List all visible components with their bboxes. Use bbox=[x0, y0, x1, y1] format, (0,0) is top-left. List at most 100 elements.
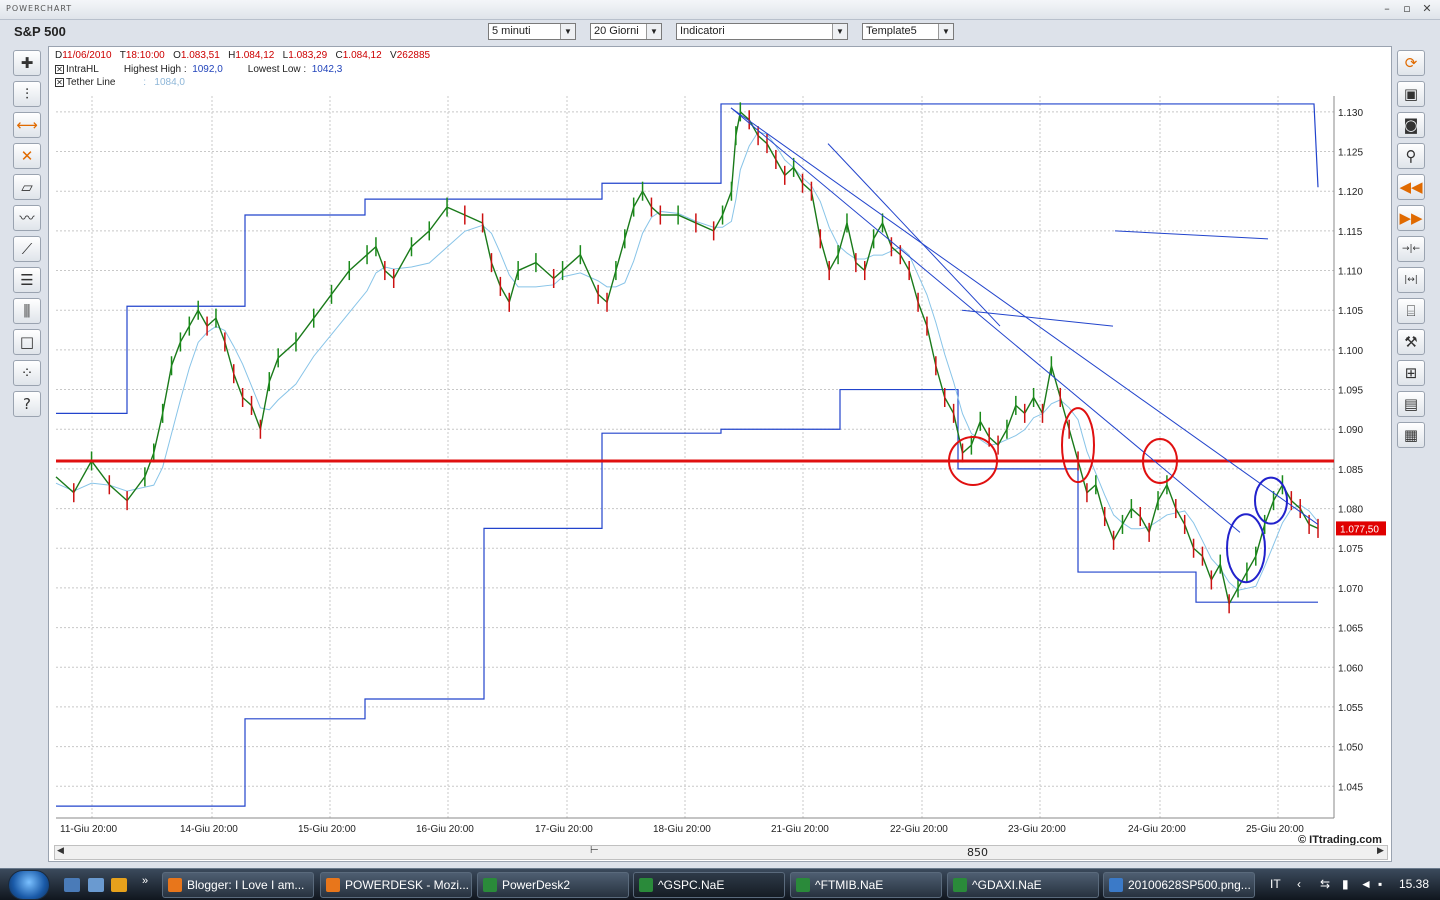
chart-area[interactable]: D11/06/2010 T18:10:00 O1.083,51 H1.084,1… bbox=[48, 46, 1392, 862]
template-select[interactable]: Template5 ▼ bbox=[862, 23, 954, 40]
stairs-icon[interactable]: ⌸ bbox=[1397, 298, 1425, 324]
taskbar-item[interactable]: PowerDesk2 bbox=[477, 872, 629, 898]
app-icon bbox=[326, 878, 340, 892]
taskbar-item-label: POWERDESK - Mozi... bbox=[345, 878, 470, 892]
tether-separator: : bbox=[143, 77, 147, 88]
time-value: 18:10:00 bbox=[125, 50, 165, 61]
date-label: D bbox=[55, 50, 63, 61]
taskbar: » Blogger: I Love I am... POWERDESK - Moz… bbox=[0, 868, 1440, 900]
network-icon[interactable]: ⇆ bbox=[1320, 877, 1331, 891]
media-player-icon[interactable] bbox=[111, 878, 127, 892]
grid-icon[interactable]: ⊞ bbox=[1397, 360, 1425, 386]
zoom-icon[interactable]: ⚲ bbox=[1397, 143, 1425, 169]
app-icon bbox=[168, 878, 182, 892]
expand-icon[interactable]: |↔| bbox=[1397, 267, 1425, 293]
taskbar-item-label: Blogger: I Love I am... bbox=[187, 878, 305, 892]
close-icon[interactable]: ✕ bbox=[1422, 2, 1432, 15]
language-indicator[interactable]: IT bbox=[1270, 877, 1281, 891]
start-button[interactable] bbox=[8, 870, 50, 900]
wrench-icon[interactable]: ⚒ bbox=[1397, 329, 1425, 355]
lowest-low-value: 1042,3 bbox=[311, 64, 343, 75]
timeframe-select[interactable]: 5 minuti ▼ bbox=[488, 23, 576, 40]
tray-app-icon[interactable]: ▪ bbox=[1378, 877, 1383, 891]
clock[interactable]: 15.38 bbox=[1399, 877, 1430, 891]
switch-windows-icon[interactable] bbox=[88, 878, 104, 892]
save-icon[interactable]: ▣ bbox=[1397, 81, 1425, 107]
compress-icon[interactable]: →|← bbox=[1397, 236, 1425, 262]
candles-icon[interactable]: ⫼ bbox=[13, 298, 41, 324]
line-chart-icon[interactable]: 〰 bbox=[13, 205, 41, 231]
taskbar-item[interactable]: ^GDAXI.NaE bbox=[947, 872, 1099, 898]
resize-horizontal-icon[interactable]: ⟷ bbox=[13, 112, 41, 138]
taskbar-item-label: ^FTMIB.NaE bbox=[815, 878, 884, 892]
period-select[interactable]: 20 Giorni ▼ bbox=[590, 23, 662, 40]
open-label: O bbox=[173, 50, 181, 61]
chevron-down-icon: ▼ bbox=[832, 24, 847, 39]
trendline-icon[interactable]: ⟋ bbox=[13, 236, 41, 262]
app-icon bbox=[483, 878, 497, 892]
volume-icon[interactable]: ◄ bbox=[1360, 877, 1372, 891]
help-icon[interactable]: ? bbox=[13, 391, 41, 417]
list-lines-icon[interactable]: ☰ bbox=[13, 267, 41, 293]
scroll-handle[interactable]: ⊢ bbox=[590, 845, 599, 856]
app-window: POWERCHART – ▫ ✕ S&P 500 5 minuti ▼ 20 Gi… bbox=[0, 0, 1440, 862]
tether-label: Tether Line bbox=[66, 77, 116, 88]
low-label: L bbox=[282, 50, 289, 61]
document-icon[interactable]: ▦ bbox=[1397, 422, 1425, 448]
maximize-icon[interactable]: ▫ bbox=[1403, 2, 1411, 15]
minimize-icon[interactable]: – bbox=[1384, 2, 1390, 15]
rectangle-icon[interactable]: □ bbox=[13, 329, 41, 355]
battery-icon[interactable]: ▮ bbox=[1342, 877, 1349, 891]
taskbar-item[interactable]: ^FTMIB.NaE bbox=[790, 872, 942, 898]
crosshair-icon[interactable]: ✚ bbox=[13, 50, 41, 76]
intrahl-checkbox[interactable]: ✕ bbox=[55, 64, 64, 74]
symbol-title: S&P 500 bbox=[14, 24, 66, 39]
close-value: 1.084,12 bbox=[342, 50, 382, 61]
open-value: 1.083,51 bbox=[180, 50, 220, 61]
chart-header: S&P 500 5 minuti ▼ 20 Giorni ▼ Indicatori ▼… bbox=[0, 20, 1440, 46]
refresh-icon[interactable]: ⟳ bbox=[1397, 50, 1425, 76]
indicators-value: Indicatori bbox=[680, 25, 725, 37]
chevron-down-icon: ▼ bbox=[646, 24, 661, 39]
indicators-select[interactable]: Indicatori ▼ bbox=[676, 23, 848, 40]
scroll-left-icon[interactable]: ◀ bbox=[57, 846, 64, 856]
rewind-icon[interactable]: ◀◀ bbox=[1397, 174, 1425, 200]
taskbar-item[interactable]: ^GSPC.NaE bbox=[633, 872, 785, 898]
taskbar-item-label: PowerDesk2 bbox=[502, 878, 571, 892]
lowest-low-label: Lowest Low : bbox=[247, 64, 307, 75]
tether-readout: ✕ Tether Line : 1084,0 bbox=[55, 77, 185, 88]
ohlc-readout: D11/06/2010 T18:10:00 O1.083,51 H1.084,1… bbox=[55, 50, 430, 61]
taskbar-item[interactable]: POWERDESK - Mozi... bbox=[320, 872, 472, 898]
taskbar-item[interactable]: Blogger: I Love I am... bbox=[162, 872, 314, 898]
scatter-icon[interactable]: ⁘ bbox=[13, 360, 41, 386]
timeframe-value: 5 minuti bbox=[492, 25, 531, 37]
horizontal-scrollbar[interactable]: ◀ ⊢ 850 ▶ bbox=[54, 845, 1388, 860]
high-value: 1.084,12 bbox=[235, 50, 275, 61]
tether-value: 1084,0 bbox=[154, 77, 185, 88]
forward-icon[interactable]: ▶▶ bbox=[1397, 205, 1425, 231]
intrahl-label: IntraHL bbox=[66, 64, 99, 75]
template-value: Template5 bbox=[866, 25, 917, 37]
intrahl-readout: ✕ IntraHL Highest High : 1092,0 Lowest Lo… bbox=[55, 64, 342, 75]
scroll-right-icon[interactable]: ▶ bbox=[1377, 846, 1384, 856]
period-value: 20 Giorni bbox=[594, 25, 639, 37]
taskbar-item-label: 20100628SP500.png... bbox=[1128, 878, 1251, 892]
tray-expand-icon[interactable]: ‹ bbox=[1297, 877, 1301, 891]
taskbar-item[interactable]: 20100628SP500.png... bbox=[1103, 872, 1255, 898]
right-toolbar: ⟳ ▣ ◙ ⚲ ◀◀ ▶▶ →|← |↔| ⌸ ⚒ ⊞ ▤ ▦ bbox=[1397, 50, 1429, 453]
app-icon bbox=[1109, 878, 1123, 892]
tether-checkbox[interactable]: ✕ bbox=[55, 77, 64, 87]
app-icon bbox=[953, 878, 967, 892]
delete-icon[interactable]: ✕ bbox=[13, 143, 41, 169]
title-bar: POWERCHART – ▫ ✕ bbox=[0, 0, 1440, 20]
close-label: C bbox=[335, 50, 343, 61]
highest-high-label: Highest High : bbox=[123, 64, 187, 75]
scroll-value: 850 bbox=[967, 846, 988, 859]
bars-icon[interactable]: ⫶ bbox=[13, 81, 41, 107]
table-icon[interactable]: ▤ bbox=[1397, 391, 1425, 417]
eraser-icon[interactable]: ▱ bbox=[13, 174, 41, 200]
show-desktop-icon[interactable] bbox=[64, 878, 80, 892]
app-icon bbox=[796, 878, 810, 892]
camera-icon[interactable]: ◙ bbox=[1397, 112, 1425, 138]
expand-quicklaunch-icon[interactable]: » bbox=[142, 875, 149, 887]
